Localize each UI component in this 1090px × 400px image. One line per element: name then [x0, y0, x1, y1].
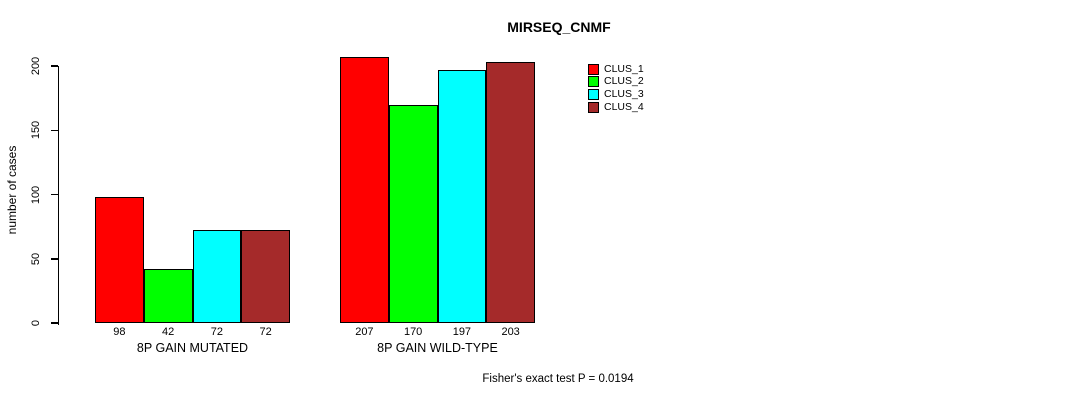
legend-label: CLUS_1 [604, 62, 644, 75]
chart-title: MIRSEQ_CNMF [507, 19, 611, 35]
bar-clus_3-group1 [192, 230, 242, 323]
bar-clus_3-group2 [437, 69, 487, 323]
bar-value-label: 203 [501, 326, 520, 338]
bar-value-label: 42 [162, 326, 175, 338]
y-axis-tick [50, 193, 58, 196]
y-axis-tick-label: 150 [30, 121, 42, 140]
legend-swatch-clus_1 [588, 63, 599, 75]
bar-clus_2-group2 [388, 104, 438, 323]
legend-swatch-clus_2 [588, 76, 599, 88]
y-axis-tick-label: 200 [30, 56, 42, 76]
legend: CLUS_1 CLUS_2 CLUS_3 CLUS_4 [588, 63, 644, 113]
bar-value-label: 197 [452, 326, 472, 338]
statistical-test-annotation: Fisher's exact test P = 0.0194 [482, 373, 634, 385]
y-axis-tick-label: 0 [30, 319, 42, 327]
x-axis-group-label: 8P GAIN MUTATED [136, 341, 249, 355]
legend-swatch-clus_3 [588, 88, 599, 100]
legend-row: CLUS_2 [588, 76, 644, 89]
bar-value-label: 72 [210, 326, 223, 338]
legend-row: CLUS_3 [588, 88, 644, 101]
legend-label: CLUS_4 [604, 100, 644, 113]
legend-label: CLUS_3 [604, 87, 644, 100]
y-axis-tick [50, 258, 58, 260]
legend-row: CLUS_1 [588, 63, 644, 76]
legend-label: CLUS_2 [604, 75, 644, 88]
legend-row: CLUS_4 [588, 101, 644, 114]
bar-value-label: 72 [259, 326, 272, 338]
x-axis-group-label: 8P GAIN WILD-TYPE [377, 341, 498, 355]
y-axis-tick [50, 129, 58, 131]
bar-value-label: 207 [355, 326, 374, 338]
legend-swatch-clus_4 [588, 101, 599, 113]
bar-clus_4-group1 [241, 230, 290, 323]
bar-clus_1-group1 [95, 197, 144, 323]
y-axis-tick [50, 322, 58, 324]
y-axis-tick-label: 50 [30, 252, 42, 265]
bar-clus_2-group1 [143, 269, 193, 323]
bar-clus_4-group2 [486, 62, 535, 323]
bar-value-label: 98 [113, 326, 126, 338]
y-axis-tick [50, 65, 58, 67]
bar-clus_1-group2 [340, 57, 389, 323]
bar-value-label: 170 [403, 326, 423, 338]
y-axis-tick-label: 100 [30, 185, 42, 204]
y-axis-line [57, 66, 59, 325]
